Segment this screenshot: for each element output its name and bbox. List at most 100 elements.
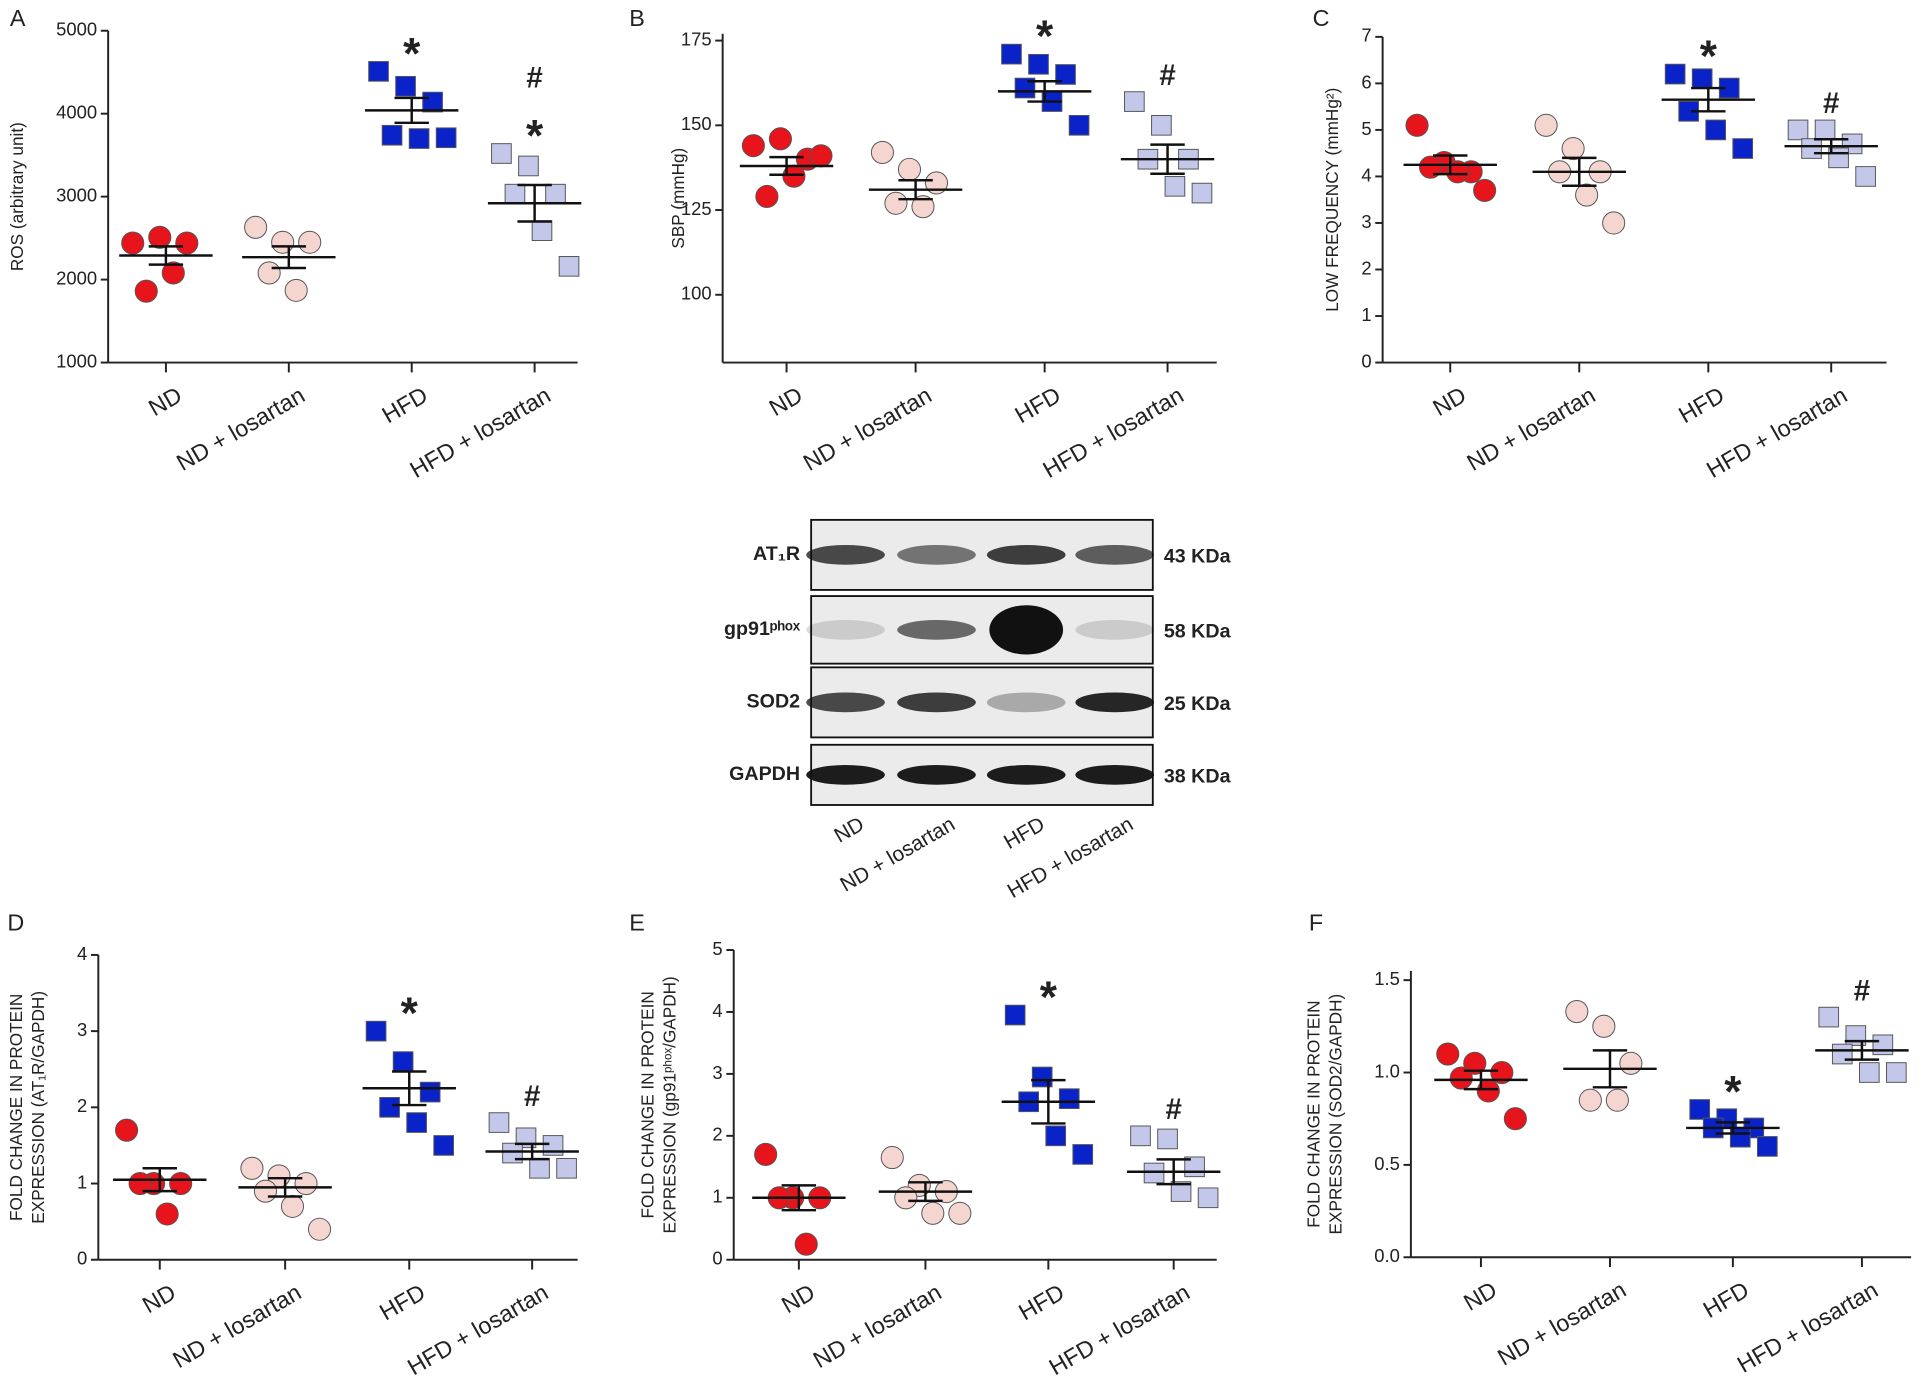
- data-point: [1787, 119, 1809, 141]
- x-tick-label: HFD + losartan: [1045, 1279, 1195, 1380]
- data-point: [379, 1097, 400, 1118]
- data-point: [1072, 1144, 1094, 1165]
- data-point: [161, 261, 185, 285]
- data-point: [298, 230, 322, 254]
- blot-band: [897, 545, 976, 565]
- y-tick-label: 1: [1361, 304, 1371, 325]
- data-point: [253, 1179, 278, 1203]
- data-point: [1164, 175, 1186, 197]
- y-axis-label: SBP (mmHg): [668, 148, 688, 249]
- significance-mark: #: [1823, 87, 1839, 120]
- blot-size-label: 58 KDa: [1164, 621, 1232, 643]
- error-bar: [1592, 1049, 1628, 1089]
- panel-letter: A: [10, 5, 26, 31]
- blot-row-label: SOD2: [747, 691, 801, 713]
- x-tick-label: HFD + losartan: [403, 1279, 553, 1380]
- error-bar: [1433, 154, 1468, 176]
- data-point: [1818, 1006, 1840, 1028]
- data-point: [870, 140, 894, 164]
- panel-letter: D: [7, 909, 24, 935]
- x-tick-label: ND: [777, 1279, 819, 1318]
- blot-band: [897, 620, 976, 640]
- data-point: [884, 191, 908, 215]
- blot-lane-label: HFD: [1000, 813, 1049, 854]
- blot-band: [1075, 545, 1155, 565]
- significance-mark: *: [401, 989, 419, 1038]
- x-tick-label: ND: [138, 1279, 180, 1318]
- x-tick-label: HFD: [1699, 1276, 1754, 1323]
- error-bar: [1463, 1069, 1499, 1091]
- x-tick-label: ND + losartan: [809, 1279, 946, 1373]
- y-tick-label: 0.5: [1374, 1153, 1400, 1174]
- y-axis-label: FOLD CHANGE IN PROTEIN: [637, 991, 657, 1218]
- error-bar: [148, 245, 184, 266]
- data-point: [433, 1135, 454, 1156]
- data-point: [1605, 1088, 1629, 1112]
- significance-mark: *: [1036, 12, 1054, 61]
- data-point: [1124, 91, 1145, 112]
- y-axis-label: ROS (arbitrary unit): [7, 122, 27, 271]
- data-point: [1405, 113, 1429, 137]
- x-tick-label: HFD + losartan: [1038, 382, 1188, 483]
- blot-lane-label: ND: [830, 813, 868, 848]
- panel-letter: F: [1309, 909, 1323, 935]
- data-point: [1858, 1062, 1880, 1083]
- significance-mark: *: [1040, 973, 1058, 1022]
- y-tick-label: 4: [77, 943, 87, 964]
- data-point: [911, 195, 935, 219]
- data-point: [422, 91, 443, 113]
- data-point: [755, 184, 779, 209]
- data-point: [1157, 1128, 1178, 1150]
- data-point: [545, 183, 566, 205]
- significance-mark: *: [526, 111, 544, 160]
- data-point: [148, 225, 172, 249]
- data-point: [1756, 1136, 1778, 1157]
- data-point: [244, 215, 268, 239]
- data-point: [768, 127, 792, 151]
- y-tick-label: 0: [77, 1248, 87, 1269]
- panel-letter: E: [629, 909, 645, 935]
- x-tick-label: ND: [1459, 1276, 1501, 1315]
- blot-band: [1075, 765, 1155, 785]
- error-bar: [769, 155, 804, 177]
- y-tick-label: 4: [1361, 164, 1371, 185]
- data-point: [284, 278, 308, 302]
- error-bar: [514, 1142, 550, 1161]
- y-tick-label: 1.5: [1374, 968, 1400, 989]
- data-point: [257, 261, 281, 285]
- data-point: [921, 1201, 945, 1225]
- y-tick-label: 3: [77, 1019, 87, 1040]
- data-point: [175, 231, 199, 255]
- data-point: [271, 230, 295, 254]
- data-point: [1565, 1000, 1589, 1024]
- error-bar: [781, 1184, 817, 1212]
- data-point: [1801, 138, 1822, 159]
- y-axis-label: EXPRESSION (SOD2/GAPDH): [1326, 994, 1346, 1235]
- data-point: [121, 231, 145, 255]
- data-point: [809, 144, 833, 168]
- y-tick-label: 1: [712, 1186, 722, 1207]
- data-point: [924, 171, 949, 195]
- data-point: [1170, 1181, 1192, 1202]
- data-point: [488, 1112, 510, 1133]
- data-point: [556, 1157, 577, 1179]
- data-point: [1419, 155, 1443, 179]
- blot-band: [1075, 692, 1155, 713]
- y-tick-label: 100: [681, 283, 712, 304]
- y-axis-label: EXPRESSION (gp91ᵖʰᵒˣ/GAPDH): [660, 976, 680, 1233]
- data-point: [1068, 114, 1090, 136]
- y-tick-label: 2: [1361, 257, 1371, 278]
- data-point: [1575, 183, 1599, 207]
- data-point: [280, 1194, 305, 1218]
- significance-mark: #: [524, 1080, 540, 1113]
- x-tick-label: HFD: [375, 1279, 430, 1326]
- panel-letter: B: [629, 5, 645, 31]
- significance-mark: *: [1700, 32, 1718, 81]
- data-point: [1503, 1107, 1527, 1131]
- data-point: [1004, 1004, 1026, 1026]
- data-point: [1055, 64, 1076, 85]
- significance-mark: #: [1165, 1093, 1181, 1126]
- y-tick-label: 2: [77, 1095, 87, 1116]
- significance-mark: #: [1159, 59, 1175, 92]
